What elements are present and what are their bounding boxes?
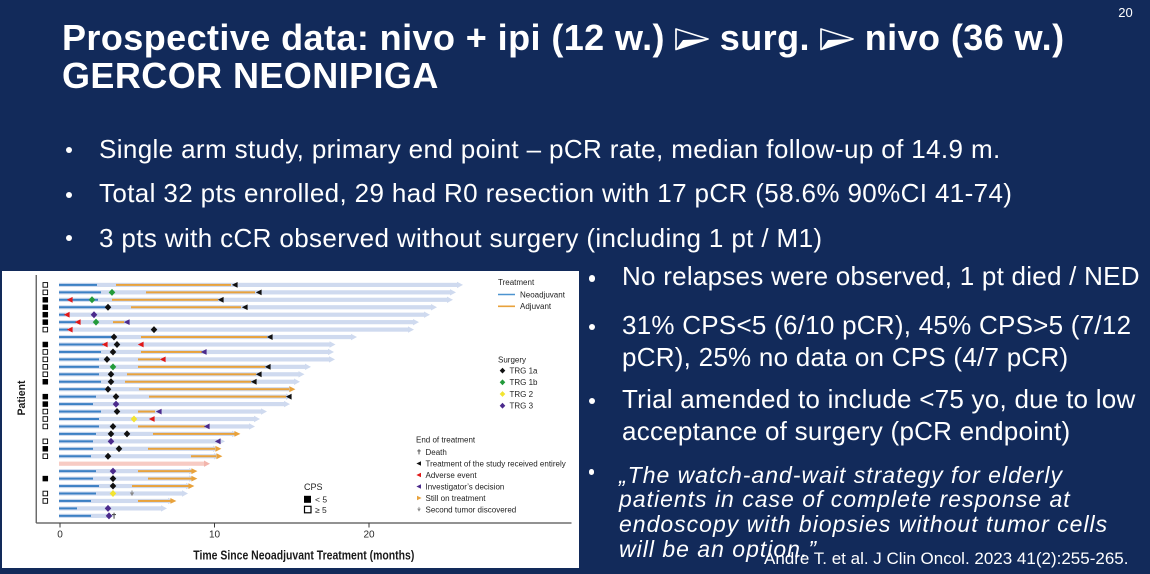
svg-text:Adverse event: Adverse event [426,471,478,480]
svg-text:Time Since Neoadjuvant Treatme: Time Since Neoadjuvant Treatment (months… [193,549,414,563]
svg-text:20: 20 [363,530,375,541]
svg-text:Neoadjuvant: Neoadjuvant [520,290,566,299]
svg-text:TRG 2: TRG 2 [510,390,534,399]
svg-text:TRG 3: TRG 3 [510,402,534,411]
svg-text:CPS: CPS [304,482,323,492]
svg-text:Investigator’s decision: Investigator’s decision [426,482,505,491]
svg-text:≥ 5: ≥ 5 [315,505,327,515]
svg-text:Second tumor discovered: Second tumor discovered [426,505,517,514]
svg-text:Death: Death [426,448,447,457]
svg-text:10: 10 [209,530,221,541]
svg-text:TRG 1b: TRG 1b [510,378,539,387]
svg-text:Patient: Patient [16,380,28,415]
svg-text:Adjuvant: Adjuvant [520,302,552,311]
svg-text:Treatment of the study receive: Treatment of the study received entirely [426,459,566,468]
svg-text:Surgery: Surgery [498,356,526,365]
svg-text:Still on treatment: Still on treatment [426,494,487,503]
svg-text:0: 0 [57,530,63,541]
svg-text:< 5: < 5 [315,495,327,505]
svg-text:Treatment: Treatment [498,278,535,287]
svg-text:End of treatment: End of treatment [416,436,476,445]
svg-text:TRG 1a: TRG 1a [510,366,539,375]
